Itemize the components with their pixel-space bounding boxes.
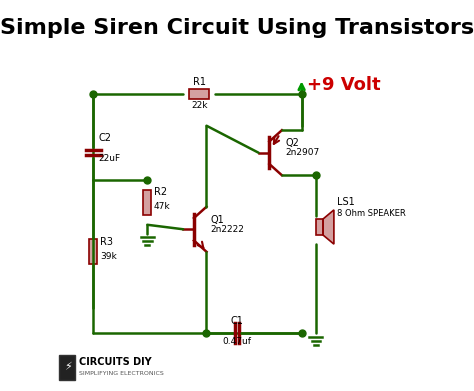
Text: 2n2907: 2n2907: [285, 148, 319, 157]
Text: C1: C1: [230, 316, 244, 326]
Text: Simple Siren Circuit Using Transistors: Simple Siren Circuit Using Transistors: [0, 18, 474, 38]
Bar: [59, 355, 75, 380]
Text: 8 Ohm SPEAKER: 8 Ohm SPEAKER: [337, 209, 406, 218]
Polygon shape: [323, 210, 334, 244]
Text: 47k: 47k: [154, 202, 170, 211]
Bar: [90, 239, 97, 264]
Text: C2: C2: [99, 133, 112, 143]
Text: R1: R1: [193, 77, 206, 87]
Text: 39k: 39k: [100, 251, 117, 260]
Text: R2: R2: [154, 188, 167, 197]
Text: Q2: Q2: [285, 138, 299, 148]
Text: 0.47uf: 0.47uf: [222, 337, 252, 346]
Text: R3: R3: [100, 237, 113, 247]
Bar: [143, 190, 151, 215]
Text: 22k: 22k: [191, 101, 208, 110]
Bar: [316, 219, 323, 235]
Text: CIRCUITS DIY: CIRCUITS DIY: [79, 357, 152, 367]
Text: 22uF: 22uF: [99, 154, 121, 163]
Text: ⚡: ⚡: [64, 362, 72, 373]
Text: 2n2222: 2n2222: [210, 224, 244, 233]
Text: Q1: Q1: [210, 215, 224, 224]
Text: +9 Volt: +9 Volt: [307, 76, 381, 94]
Text: SIMPLIFYING ELECTRONICS: SIMPLIFYING ELECTRONICS: [79, 371, 164, 376]
Text: LS1: LS1: [337, 197, 355, 206]
Bar: [190, 89, 209, 99]
